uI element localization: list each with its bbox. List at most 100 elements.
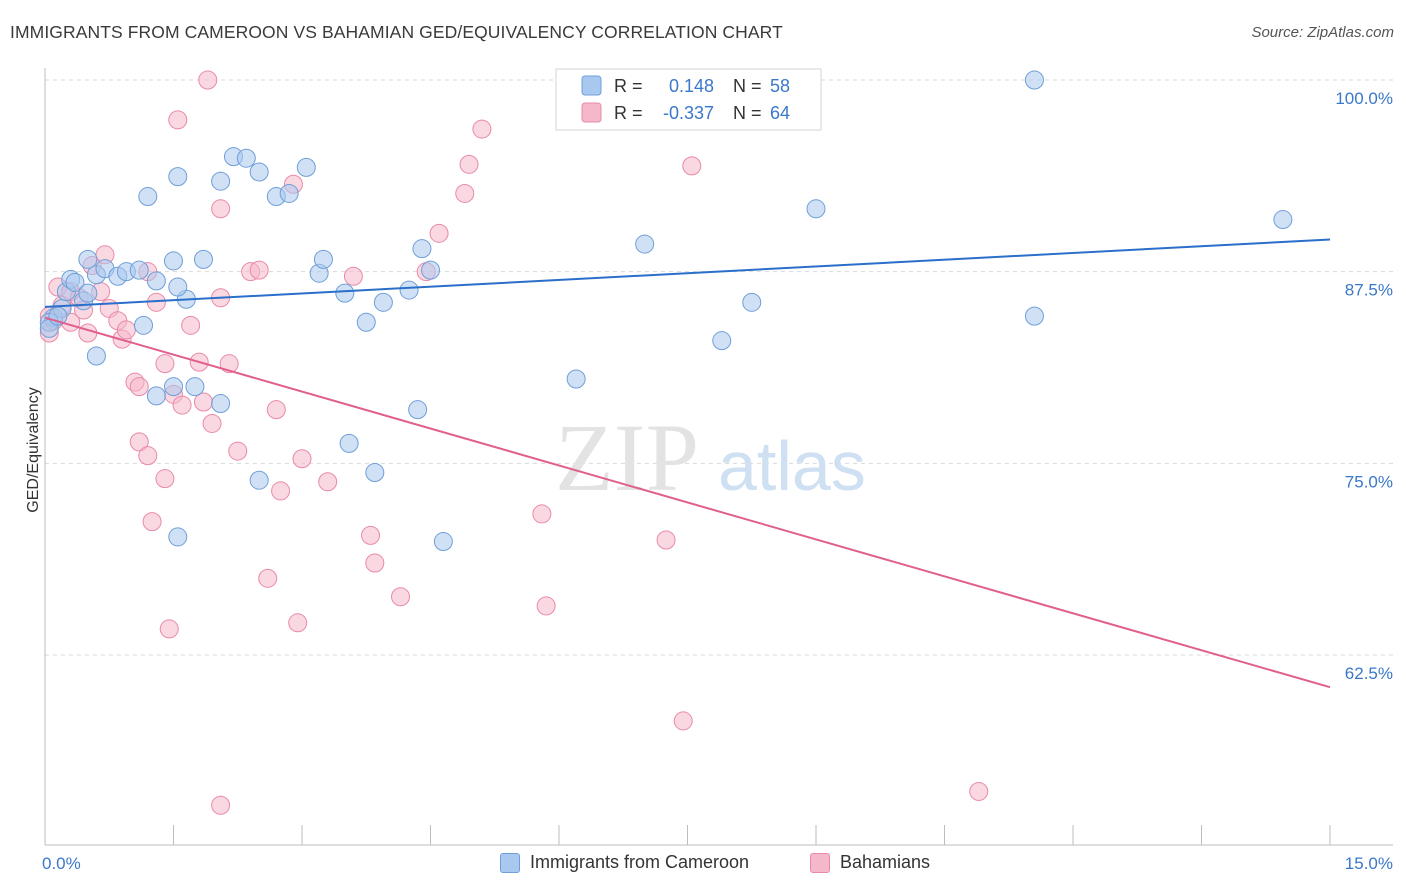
x-tick-label: 15.0% xyxy=(1345,854,1393,873)
legend-swatch-bahamians xyxy=(810,852,830,873)
cameroon-point xyxy=(412,239,432,259)
cameroon-point xyxy=(185,377,205,397)
bahamians-point xyxy=(472,119,492,139)
cameroon-point xyxy=(134,315,154,335)
legend-label-cameroon: Immigrants from Cameroon xyxy=(530,852,750,872)
cameroon-point xyxy=(399,280,419,300)
cameroon-point xyxy=(164,251,183,271)
x-tick-labels: 0.0% 15.0% xyxy=(42,854,1393,873)
cameroon-point xyxy=(1024,70,1044,90)
source-label: Source: ZipAtlas.com xyxy=(1251,24,1394,41)
legend-swatch-pink xyxy=(581,102,602,123)
cameroon-point xyxy=(168,277,188,297)
bahamians-point xyxy=(292,449,312,469)
watermark-atlas: atlas xyxy=(718,427,866,505)
bahamians-point xyxy=(211,199,231,219)
bahamians-point xyxy=(181,315,201,335)
cameroon-point xyxy=(339,433,359,453)
cameroon-point xyxy=(356,312,376,332)
cameroon-point xyxy=(1024,306,1044,326)
bahamians-point xyxy=(288,613,308,633)
cameroon-trendline xyxy=(44,238,1331,308)
legend-item-bahamians[interactable]: Bahamians xyxy=(810,852,930,873)
bahamians-point xyxy=(159,619,179,639)
bahamians-point xyxy=(459,154,479,174)
bahamians-point xyxy=(142,512,162,532)
bahamians-trendline xyxy=(44,316,1331,689)
bahamians-point xyxy=(656,530,676,550)
bahamians-point xyxy=(318,472,338,492)
cameroon-point xyxy=(86,346,106,366)
bahamians-point xyxy=(172,395,192,415)
bahamians-point xyxy=(219,354,239,374)
cameroon-point xyxy=(129,260,149,280)
watermark: ZIP atlas xyxy=(555,404,866,511)
bahamians-point xyxy=(391,587,411,607)
y-tick-label: 75.0% xyxy=(1345,472,1393,491)
bahamians-point xyxy=(228,441,248,461)
cameroon-point xyxy=(193,249,213,269)
cameroon-point xyxy=(168,167,188,187)
bahamians-point xyxy=(138,446,158,466)
y-tick-labels: 62.5% 75.0% 87.5% 100.0% xyxy=(1335,89,1393,683)
bahamians-point xyxy=(361,525,381,545)
cameroon-point xyxy=(249,470,269,490)
bahamians-point xyxy=(168,110,188,130)
x-tick-label: 0.0% xyxy=(42,854,81,873)
bahamians-point xyxy=(536,596,556,616)
bahamians-point xyxy=(455,183,475,203)
watermark-zip: ZIP xyxy=(555,404,699,511)
cameroon-point xyxy=(313,249,333,269)
cameroon-points xyxy=(39,70,1293,552)
bahamians-point xyxy=(673,711,693,731)
trend-lines xyxy=(44,238,1331,689)
legend-swatch-cameroon xyxy=(500,852,520,873)
cameroon-point xyxy=(433,532,453,552)
bahamians-point xyxy=(343,266,363,286)
bahamians-point xyxy=(266,400,286,420)
legend-n-value-1: 58 xyxy=(770,76,790,96)
bahamians-point xyxy=(155,469,175,489)
cameroon-point xyxy=(138,187,158,207)
chart-title: IMMIGRANTS FROM CAMEROON VS BAHAMIAN GED… xyxy=(10,22,783,42)
cameroon-point xyxy=(712,331,732,351)
legend-r-value-2: -0.337 xyxy=(663,103,714,123)
cameroon-point xyxy=(146,271,166,291)
bahamians-point xyxy=(155,354,175,374)
legend-label-bahamians: Bahamians xyxy=(840,852,931,872)
bahamians-point xyxy=(249,260,269,280)
legend-item-cameroon[interactable]: Immigrants from Cameroon xyxy=(500,852,749,873)
cameroon-point xyxy=(78,249,98,269)
cameroon-point xyxy=(421,260,440,280)
y-tick-label: 62.5% xyxy=(1345,664,1393,683)
cameroon-point xyxy=(408,400,428,420)
axes xyxy=(44,68,1393,846)
bahamians-point xyxy=(258,568,278,588)
y-tick-label: 100.0% xyxy=(1335,89,1393,108)
cameroon-point xyxy=(296,157,316,177)
bahamians-point xyxy=(429,223,449,243)
y-tick-label: 87.5% xyxy=(1345,281,1393,300)
legend-n-label-1: N = xyxy=(733,76,762,96)
cameroon-point xyxy=(635,234,655,254)
cameroon-point xyxy=(279,183,299,203)
cameroon-point xyxy=(566,369,586,389)
cameroon-point xyxy=(78,283,98,303)
cameroon-point xyxy=(211,394,231,414)
legend-r-label-1: R = xyxy=(614,76,643,96)
bahamians-point xyxy=(202,413,222,433)
cameroon-point xyxy=(335,283,355,303)
legend-r-label-2: R = xyxy=(614,103,643,123)
cameroon-point xyxy=(373,292,393,312)
legend-stats: R = 0.148 N = 58 R = -0.337 N = 64 xyxy=(555,68,822,131)
bahamians-point xyxy=(129,377,149,397)
bahamians-point xyxy=(365,553,385,573)
bahamians-point xyxy=(78,323,98,343)
legend-n-value-2: 64 xyxy=(770,103,790,123)
bahamians-point xyxy=(532,504,552,524)
bahamians-point xyxy=(116,320,136,340)
cameroon-point xyxy=(168,527,188,547)
legend-r-value-1: 0.148 xyxy=(669,76,714,96)
bahamians-point xyxy=(271,481,291,501)
